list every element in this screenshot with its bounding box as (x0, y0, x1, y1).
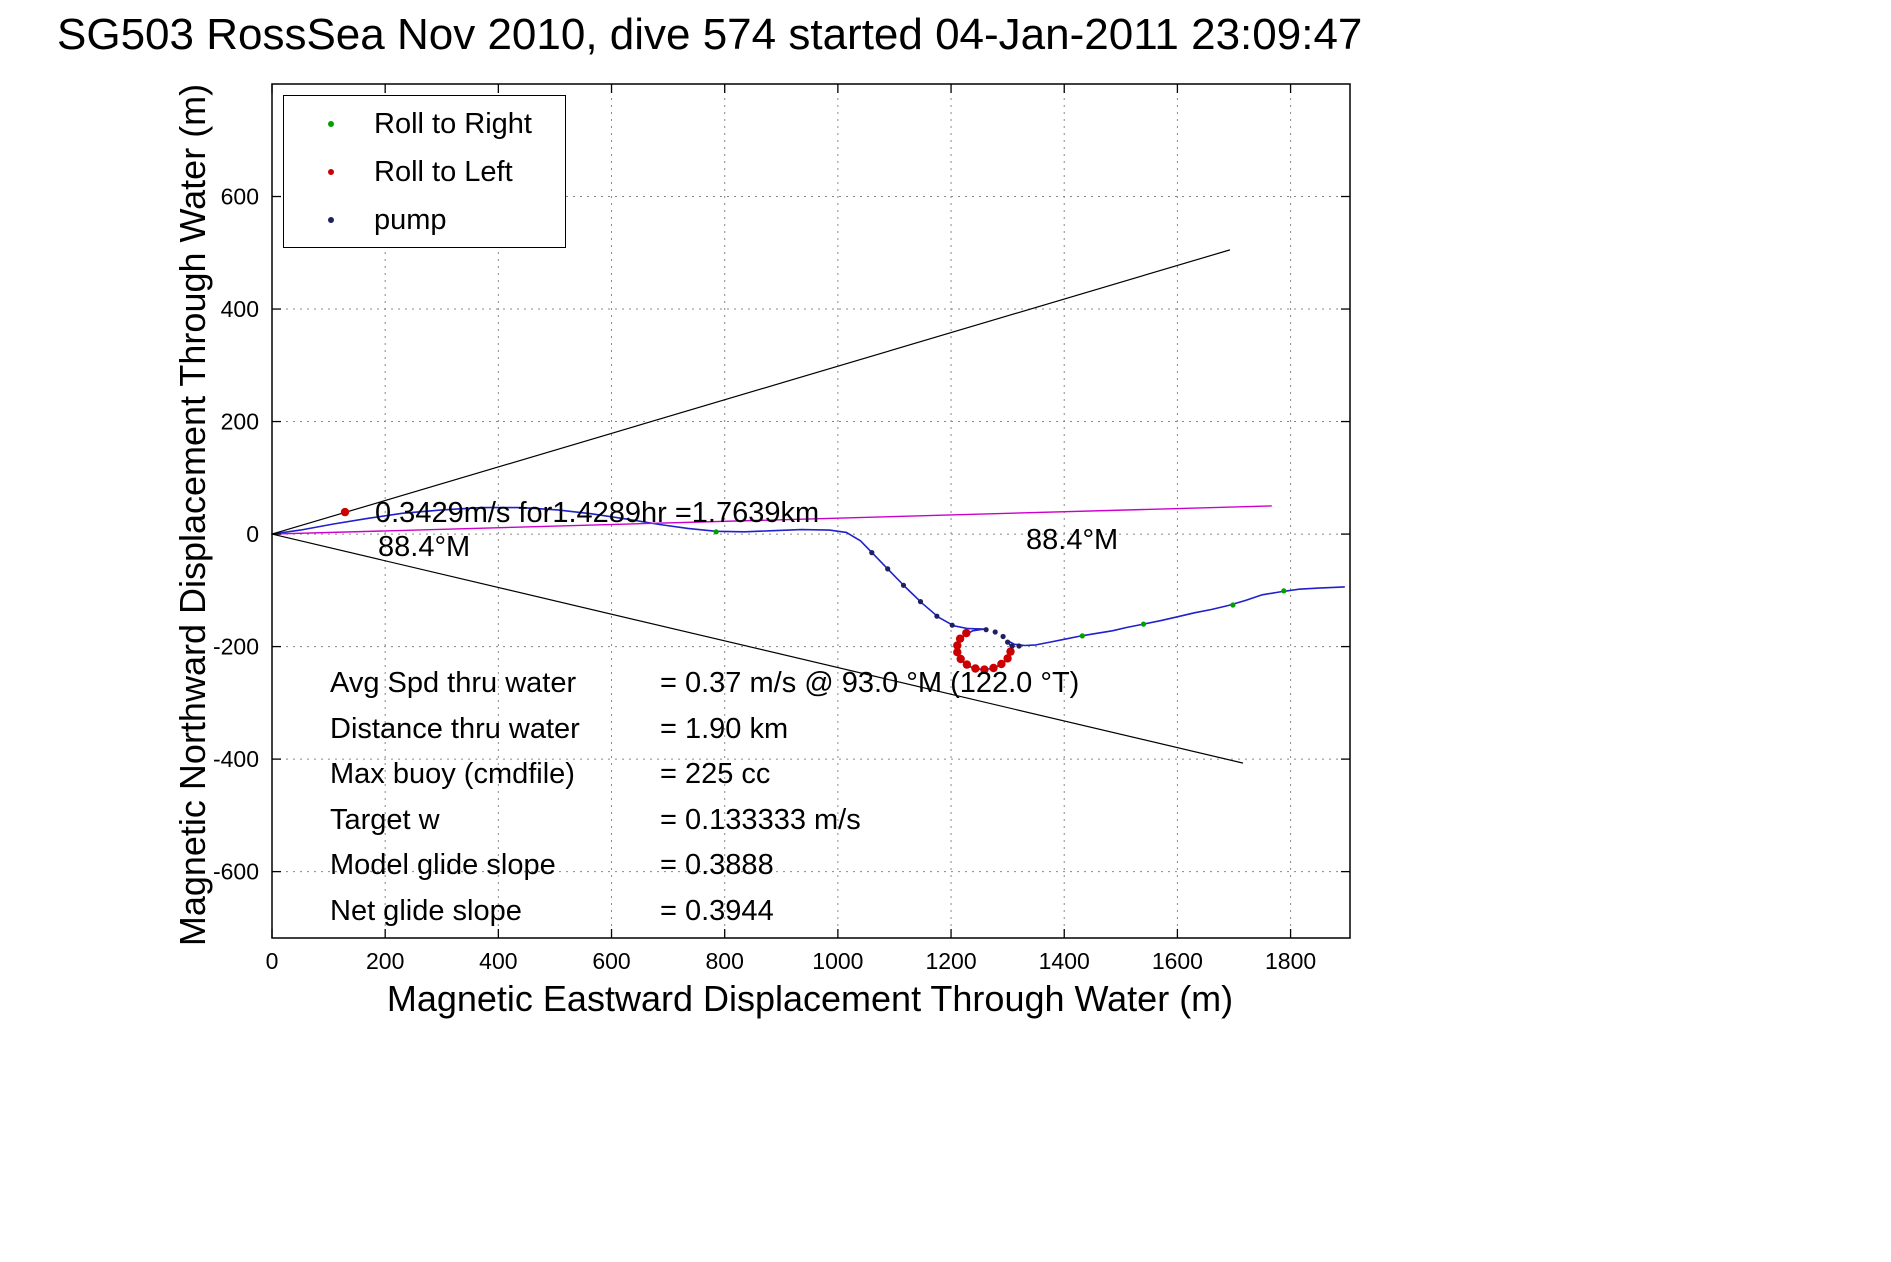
marker-roll-to-left (1006, 647, 1015, 656)
y-tick-label: 400 (221, 296, 259, 322)
marker-pump (885, 566, 891, 572)
stats-row-distance: Distance thru water = 1.90 km (330, 707, 1079, 753)
stats-label: Target w (330, 803, 440, 836)
marker-pump (1005, 639, 1011, 645)
stats-value: = 0.37 m/s @ 93.0 °M (122.0 °T) (660, 667, 1080, 700)
x-tick-label: 1400 (1039, 948, 1090, 974)
stats-row-model-glide-slope: Model glide slope = 0.3888 (330, 843, 1079, 889)
stats-value: = 0.133333 m/s (660, 803, 861, 836)
marker-pump (1009, 643, 1015, 649)
marker-roll-to-left (962, 660, 972, 669)
stats-block: Avg Spd thru water = 0.37 m/s @ 93.0 °M … (330, 661, 1079, 934)
x-tick-label: 600 (592, 948, 630, 974)
marker-roll-to-left (962, 628, 971, 638)
pump-marker-icon (328, 217, 334, 223)
marker-roll-to-right (713, 529, 719, 535)
legend-label-pump: pump (374, 203, 447, 236)
x-axis-label: Magnetic Eastward Displacement Through W… (386, 978, 1234, 1019)
legend-item-roll-right: Roll to Right (284, 100, 565, 148)
stats-value: = 0.3888 (660, 849, 774, 882)
legend-item-pump: pump (284, 196, 565, 244)
x-tick-label: 1800 (1265, 948, 1316, 974)
marker-pump (983, 627, 989, 633)
stats-row-net-glide-slope: Net glide slope = 0.3944 (330, 889, 1079, 935)
marker-roll-to-left (956, 654, 965, 664)
x-tick-label: 1200 (925, 948, 976, 974)
annotation-heading-left: 88.4°M (378, 531, 471, 563)
marker-pump (992, 629, 998, 635)
marker-roll-to-left (955, 634, 965, 643)
stats-label: Net glide slope (330, 894, 522, 927)
series-bearing-envelope-upper (271, 249, 1231, 535)
marker-roll-to-left (340, 507, 350, 517)
marker-pump (1000, 633, 1006, 640)
stats-row-max-buoy: Max buoy (cmdfile) = 225 cc (330, 752, 1079, 798)
stats-value: = 0.3944 (660, 894, 774, 927)
stats-label: Model glide slope (330, 849, 556, 882)
roll-left-marker-icon (328, 169, 334, 175)
marker-pump (934, 613, 940, 619)
stats-label: Avg Spd thru water (330, 667, 577, 700)
marker-pump (1016, 643, 1022, 649)
x-tick-label: 1000 (812, 948, 863, 974)
legend: Roll to Right Roll to Left pump (283, 95, 566, 248)
marker-pump (917, 599, 924, 605)
marker-roll-to-right (1079, 633, 1085, 639)
marker-roll-to-right (1140, 621, 1147, 627)
stats-label: Distance thru water (330, 712, 580, 745)
stats-value: = 225 cc (660, 758, 771, 791)
marker-roll-to-left (997, 659, 1006, 669)
annotation-run-summary: 0.3429m/s for1.4289hr =1.7639km (375, 497, 820, 529)
x-tick-label: 1600 (1152, 948, 1203, 974)
marker-pump (900, 582, 907, 588)
y-tick-label: 600 (221, 184, 259, 210)
series-desired-heading-88-4M (271, 505, 1273, 535)
stats-row-target-w: Target w = 0.133333 m/s (330, 798, 1079, 844)
marker-roll-to-left (953, 641, 962, 650)
marker-roll-to-left (1003, 654, 1012, 663)
y-axis-label: Magnetic Northward Displacement Through … (172, 83, 213, 947)
y-tick-label: -600 (213, 859, 259, 885)
marker-pump (949, 622, 955, 628)
marker-roll-to-right (1281, 588, 1287, 594)
stats-label: Max buoy (cmdfile) (330, 758, 575, 791)
x-tick-label: 0 (266, 948, 279, 974)
marker-roll-to-right (1230, 602, 1236, 608)
annotation-heading-right: 88.4°M (1026, 524, 1119, 556)
roll-right-marker-icon (328, 121, 334, 127)
series-bearing-envelope-lower (271, 533, 1244, 764)
y-tick-label: 0 (246, 521, 259, 547)
plot-border (271, 83, 1351, 939)
x-tick-label: 800 (706, 948, 744, 974)
x-tick-label: 400 (479, 948, 517, 974)
marker-pump (869, 550, 875, 556)
legend-label-roll-right: Roll to Right (374, 107, 532, 140)
y-tick-label: -200 (213, 634, 259, 660)
stats-value: = 1.90 km (660, 712, 789, 745)
y-tick-label: 200 (221, 409, 259, 435)
plot-title: SG503 RossSea Nov 2010, dive 574 started… (57, 10, 1363, 59)
legend-item-roll-left: Roll to Left (284, 148, 565, 196)
stats-row-avg-speed: Avg Spd thru water = 0.37 m/s @ 93.0 °M … (330, 661, 1079, 707)
marker-roll-to-left (953, 648, 962, 657)
marker-roll-to-left (971, 664, 980, 673)
marker-roll-to-left (989, 663, 998, 673)
marker-roll-to-left (980, 665, 989, 674)
x-tick-label: 200 (366, 948, 404, 974)
y-tick-label: -400 (213, 746, 259, 772)
legend-label-roll-left: Roll to Left (374, 155, 513, 188)
